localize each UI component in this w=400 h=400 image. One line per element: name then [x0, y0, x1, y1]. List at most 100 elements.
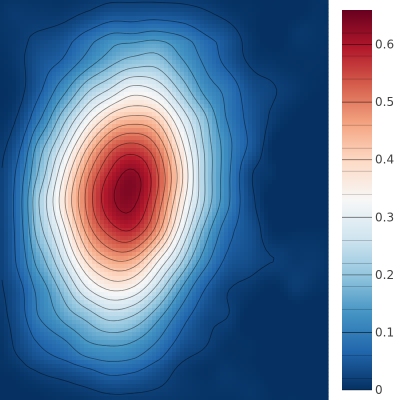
heatmap-cell	[300, 112, 305, 117]
heatmap-cell	[116, 232, 121, 237]
heatmap-cell	[200, 28, 205, 33]
heatmap-cell	[324, 124, 329, 129]
heatmap-cell	[96, 44, 101, 49]
heatmap-cell	[212, 8, 217, 13]
heatmap-cell	[32, 16, 37, 21]
heatmap-cell	[4, 8, 9, 13]
heatmap-cell	[40, 12, 45, 17]
heatmap-cell	[124, 72, 129, 77]
heatmap-cell	[128, 56, 133, 61]
heatmap-cell	[92, 16, 97, 21]
heatmap-cell	[140, 204, 145, 209]
heatmap-cell	[292, 104, 297, 109]
heatmap-cell	[232, 120, 237, 125]
heatmap-cell	[84, 136, 89, 141]
heatmap-cell	[268, 140, 273, 145]
heatmap-cell	[0, 96, 5, 101]
heatmap-cell	[228, 108, 233, 113]
heatmap-cell	[88, 8, 93, 13]
heatmap-cell	[168, 20, 173, 25]
heatmap-cell	[132, 176, 137, 181]
heatmap-cell	[184, 60, 189, 65]
heatmap-cell	[156, 208, 161, 213]
heatmap-cell	[60, 48, 65, 53]
heatmap-cell	[260, 36, 265, 41]
heatmap-cell	[96, 32, 101, 37]
heatmap-cell	[12, 88, 17, 93]
heatmap-cell	[284, 88, 289, 93]
heatmap-cell	[300, 44, 305, 49]
heatmap-cell	[312, 140, 317, 145]
heatmap-cell	[196, 68, 201, 73]
heatmap-cell	[44, 160, 49, 165]
heatmap-cell	[284, 160, 289, 165]
heatmap-cell	[240, 60, 245, 65]
heatmap-cell	[0, 164, 5, 169]
heatmap-cell	[180, 112, 185, 117]
heatmap-cell	[32, 216, 37, 221]
heatmap-cell	[160, 172, 165, 177]
heatmap-cell	[100, 44, 105, 49]
heatmap-cell	[24, 96, 29, 101]
heatmap-cell	[56, 176, 61, 181]
heatmap-cell	[72, 176, 77, 181]
heatmap-cell	[212, 80, 217, 85]
heatmap-cell	[316, 136, 321, 141]
heatmap-cell	[200, 12, 205, 17]
heatmap-cell	[116, 148, 121, 153]
heatmap-cell	[152, 76, 157, 81]
heatmap-cell	[236, 8, 241, 13]
heatmap-cell	[168, 200, 173, 205]
heatmap-cell	[60, 72, 65, 77]
heatmap-cell	[280, 120, 285, 125]
heatmap-cell	[220, 128, 225, 133]
heatmap-cell	[36, 4, 41, 9]
heatmap-cell	[20, 200, 25, 205]
heatmap-cell	[4, 172, 9, 177]
heatmap-cell	[308, 36, 313, 41]
heatmap-cell	[4, 32, 9, 37]
heatmap-cell	[148, 116, 153, 121]
heatmap-cell	[216, 80, 221, 85]
heatmap-cell	[120, 116, 125, 121]
heatmap-cell	[244, 0, 249, 5]
heatmap-cell	[284, 208, 289, 213]
heatmap-cell	[144, 0, 149, 5]
heatmap-cell	[120, 112, 125, 117]
heatmap-cell	[192, 60, 197, 65]
heatmap-cell	[220, 184, 225, 189]
heatmap-cell	[116, 172, 121, 177]
heatmap-cell	[164, 52, 169, 57]
heatmap-cell	[56, 100, 61, 105]
heatmap-cell	[96, 212, 101, 217]
heatmap-cell	[160, 12, 165, 17]
heatmap-cell	[80, 56, 85, 61]
heatmap-cell	[112, 24, 117, 29]
heatmap-cell	[12, 212, 17, 217]
heatmap-cell	[160, 52, 165, 57]
heatmap-cell	[188, 160, 193, 165]
heatmap-cell	[192, 12, 197, 17]
heatmap-cell	[164, 228, 169, 233]
heatmap-cell	[36, 196, 41, 201]
heatmap-cell	[40, 68, 45, 73]
heatmap-cell	[164, 204, 169, 209]
heatmap-cell	[104, 220, 109, 225]
heatmap-cell	[284, 196, 289, 201]
heatmap-cell	[156, 240, 161, 245]
heatmap-cell	[196, 204, 201, 209]
heatmap-cell	[240, 132, 245, 137]
heatmap-cell	[52, 212, 57, 217]
heatmap-cell	[312, 228, 317, 233]
heatmap-cell	[308, 108, 313, 113]
heatmap-cell	[312, 108, 317, 113]
heatmap-cell	[112, 44, 117, 49]
heatmap-cell	[92, 4, 97, 9]
heatmap-cell	[148, 216, 153, 221]
heatmap-cell	[152, 228, 157, 233]
heatmap-cell	[316, 160, 321, 165]
heatmap-cell	[144, 52, 149, 57]
heatmap-cell	[140, 16, 145, 21]
heatmap-cell	[228, 224, 233, 229]
heatmap-cell	[248, 0, 253, 5]
